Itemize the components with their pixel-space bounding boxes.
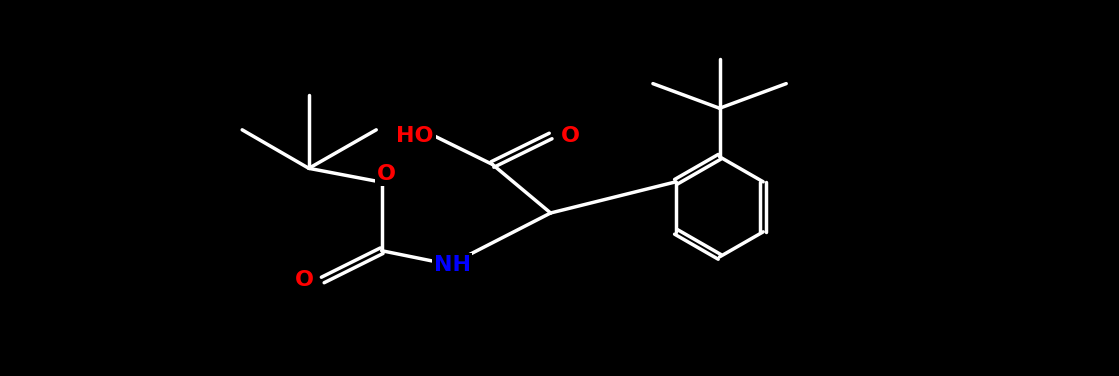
Text: NH: NH <box>434 255 471 274</box>
Text: O: O <box>294 270 313 290</box>
Text: O: O <box>377 164 396 185</box>
Text: HO: HO <box>396 126 434 146</box>
Text: O: O <box>562 126 581 146</box>
